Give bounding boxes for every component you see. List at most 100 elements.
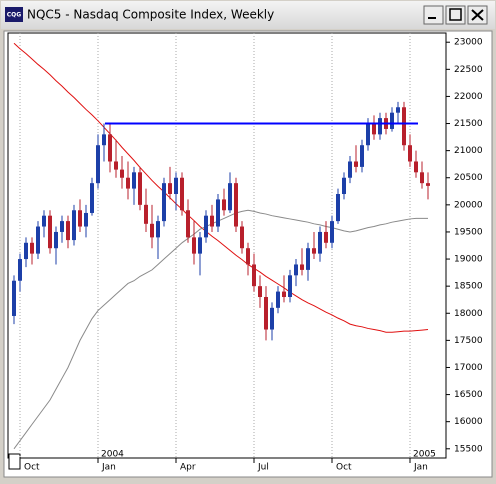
candle-body: [360, 145, 364, 167]
candle-body: [222, 199, 226, 211]
candle-body: [114, 161, 118, 170]
year-label: 2004: [101, 450, 124, 460]
candle-body: [216, 199, 220, 227]
candle-body: [150, 223, 154, 238]
candle-body: [102, 134, 106, 146]
x-tick-label: Jan: [101, 463, 116, 473]
candle-body: [156, 221, 160, 238]
candle-body: [414, 161, 418, 173]
candle-body: [132, 172, 136, 189]
candle-body: [282, 291, 286, 297]
y-tick-label: 20000: [454, 200, 483, 210]
x-tick-label: Apr: [180, 463, 196, 473]
x-tick-label: Jul: [257, 463, 269, 473]
candle-body: [90, 183, 94, 213]
candle-body: [234, 183, 238, 227]
candle-body: [174, 177, 178, 195]
candle-body: [396, 107, 400, 113]
candle-body: [402, 107, 406, 146]
candle-body: [72, 210, 76, 241]
maximize-button[interactable]: [445, 5, 466, 25]
candle-body: [60, 221, 64, 232]
candle-body: [330, 221, 334, 243]
y-tick-label: 19000: [454, 255, 483, 265]
x-tick-label: Oct: [336, 463, 352, 473]
candle-body: [312, 248, 316, 254]
y-tick-label: 21000: [454, 146, 483, 156]
candle-body: [126, 177, 130, 189]
candle-body: [18, 259, 22, 281]
y-tick-label: 19500: [454, 227, 483, 237]
candle-body: [300, 264, 304, 270]
candle-body: [144, 204, 148, 224]
candle-body: [198, 237, 202, 254]
candle-body: [30, 242, 34, 254]
candle-body: [96, 145, 100, 184]
year-label: 2005: [413, 450, 436, 460]
candle-body: [378, 118, 382, 135]
candle-body: [258, 286, 262, 297]
candle-body: [324, 231, 328, 243]
candle-body: [84, 212, 88, 227]
candle-body: [210, 215, 214, 227]
candle-body: [426, 183, 430, 186]
y-tick-label: 23000: [454, 38, 483, 48]
moving-average-line: [13, 209, 428, 450]
close-button[interactable]: [467, 5, 488, 25]
candle-body: [240, 226, 244, 249]
x-tick-label: Jan: [413, 463, 428, 473]
candle-body: [270, 307, 274, 330]
y-tick-label: 18500: [454, 282, 483, 292]
y-tick-label: 22000: [454, 92, 483, 102]
candle-body: [42, 215, 46, 227]
candle-body: [336, 194, 340, 222]
y-tick-label: 18000: [454, 309, 483, 319]
y-tick-label: 20500: [454, 173, 483, 183]
x-tick-label: Oct: [24, 463, 40, 473]
candle-body: [162, 183, 166, 222]
candle-body: [372, 123, 376, 135]
app-icon-label: CQG: [7, 12, 22, 19]
candle-body: [120, 169, 124, 178]
y-tick-label: 22500: [454, 65, 483, 75]
plot: 15500 16000 16500 17000 17500 18000 18500 19000…: [12, 33, 483, 473]
candle-body: [66, 221, 70, 241]
candle-body: [228, 183, 232, 211]
candle-body: [342, 177, 346, 195]
candle-body: [54, 231, 58, 249]
candle-body: [348, 161, 352, 178]
candle-body: [294, 264, 298, 276]
candle-body: [78, 210, 82, 227]
moving-average-line: [13, 42, 429, 333]
candle-body: [24, 242, 28, 260]
candle-body: [186, 210, 190, 238]
candle-body: [318, 231, 322, 254]
candle-body: [168, 183, 172, 195]
candle-body: [204, 215, 208, 238]
candle-body: [12, 280, 16, 316]
y-tick-label: 17000: [454, 363, 483, 373]
app-icon: [5, 7, 23, 22]
candle-body: [306, 248, 310, 270]
candle-body: [108, 134, 112, 162]
y-tick-label: 15500: [454, 444, 483, 454]
y-tick-label: 21500: [454, 119, 483, 129]
candle-body: [192, 237, 196, 254]
title-bar: [1, 1, 495, 29]
candle-body: [354, 161, 358, 167]
y-tick-label: 16000: [454, 417, 483, 427]
candle-body: [264, 296, 268, 330]
corner-box: [8, 453, 21, 470]
candle-body: [288, 275, 292, 297]
minimize-button[interactable]: [423, 5, 444, 25]
candle-body: [180, 177, 184, 211]
candle-body: [276, 291, 280, 308]
candle-body: [420, 172, 424, 184]
candle-body: [48, 215, 52, 249]
y-tick-label: 17500: [454, 336, 483, 346]
candle-body: [366, 123, 370, 146]
candle-body: [246, 248, 250, 265]
candle-body: [36, 226, 40, 254]
window-title: NQC5 - Nasdaq Composite Index, Weekly: [27, 8, 274, 22]
